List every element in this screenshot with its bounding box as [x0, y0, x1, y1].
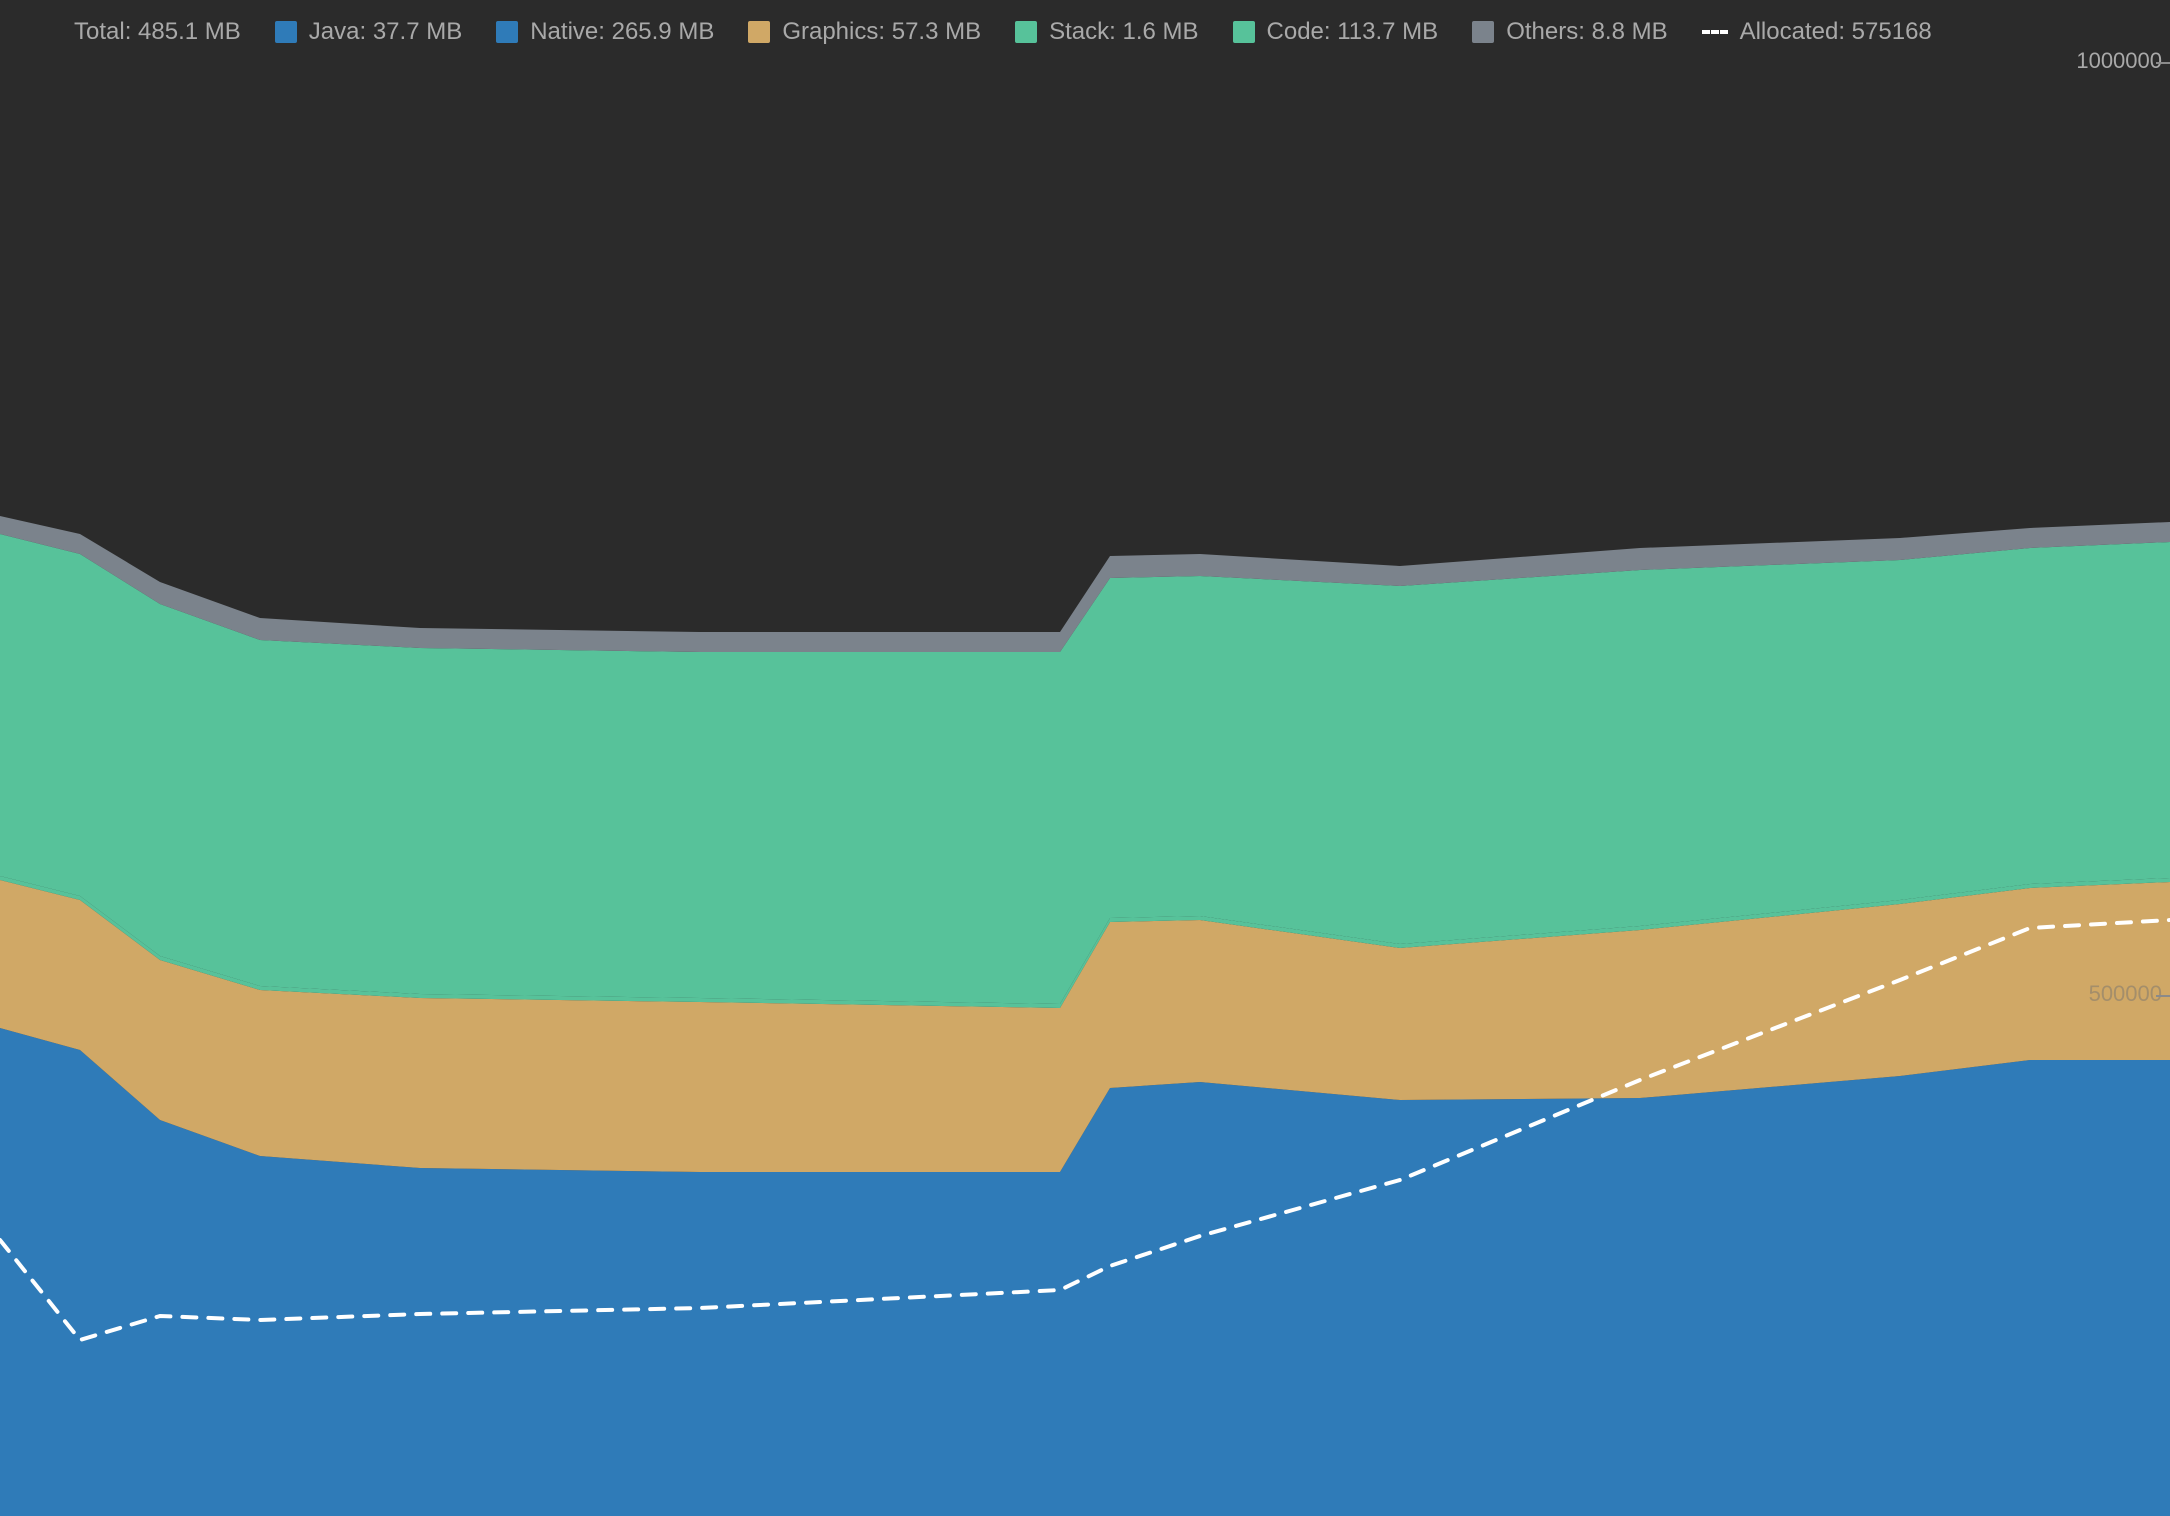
- code-swatch-icon: [1233, 21, 1255, 43]
- legend-item-native[interactable]: Native: 265.9 MB: [496, 18, 714, 46]
- memory-profiler-panel: Total: 485.1 MB Java: 37.7 MB Native: 26…: [0, 0, 2170, 1516]
- legend-item-others[interactable]: Others: 8.8 MB: [1472, 18, 1667, 46]
- legend-item-total[interactable]: Total: 485.1 MB: [74, 18, 241, 46]
- legend-label-total: Total: 485.1 MB: [74, 18, 241, 46]
- legend-item-stack[interactable]: Stack: 1.6 MB: [1015, 18, 1198, 46]
- y-axis-tick-top: [2156, 62, 2170, 64]
- y-axis-tick-middle: [2156, 995, 2170, 997]
- legend-label-java: Java: 37.7 MB: [309, 18, 462, 46]
- stack-swatch-icon: [1015, 21, 1037, 43]
- legend-label-code: Code: 113.7 MB: [1267, 18, 1439, 46]
- legend-label-others: Others: 8.8 MB: [1506, 18, 1667, 46]
- graphics-swatch-icon: [748, 21, 770, 43]
- legend-item-code[interactable]: Code: 113.7 MB: [1233, 18, 1439, 46]
- legend-label-graphics: Graphics: 57.3 MB: [782, 18, 981, 46]
- memory-legend: Total: 485.1 MB Java: 37.7 MB Native: 26…: [74, 18, 2130, 46]
- allocated-dash-icon: [1702, 30, 1728, 34]
- memory-stacked-area-chart: [0, 0, 2170, 1516]
- legend-label-allocated: Allocated: 575168: [1740, 18, 1932, 46]
- legend-item-java[interactable]: Java: 37.7 MB: [275, 18, 462, 46]
- legend-label-stack: Stack: 1.6 MB: [1049, 18, 1198, 46]
- y-axis-label-top: 1000000: [2076, 48, 2162, 74]
- legend-item-allocated[interactable]: Allocated: 575168: [1702, 18, 1932, 46]
- legend-label-native: Native: 265.9 MB: [530, 18, 714, 46]
- native-swatch-icon: [496, 21, 518, 43]
- java-swatch-icon: [275, 21, 297, 43]
- y-axis-label-middle: 500000: [2089, 981, 2162, 1007]
- others-swatch-icon: [1472, 21, 1494, 43]
- legend-item-graphics[interactable]: Graphics: 57.3 MB: [748, 18, 981, 46]
